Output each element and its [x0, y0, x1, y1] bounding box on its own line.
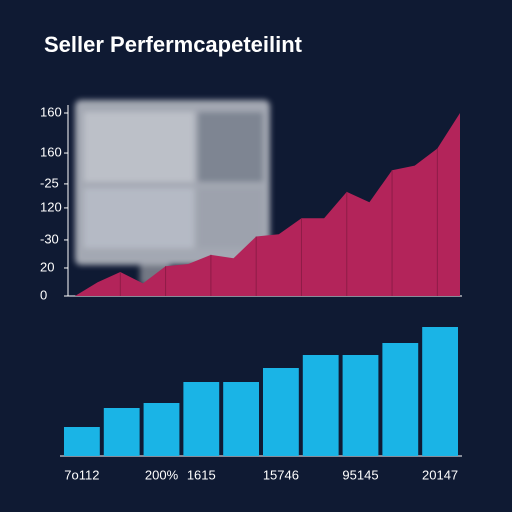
- y-tick-label: -30: [40, 231, 59, 246]
- area: [75, 113, 460, 296]
- x-tick-label: 7o112: [64, 467, 99, 482]
- bar: [223, 382, 260, 456]
- y-tick-label: 120: [40, 199, 62, 214]
- bar: [302, 355, 339, 456]
- bar: [103, 408, 140, 456]
- bar: [382, 343, 419, 456]
- x-tick-label: 200%: [145, 467, 179, 482]
- x-tick-label: 20147: [422, 467, 458, 482]
- bar: [262, 368, 299, 456]
- bar: [183, 382, 220, 456]
- y-tick-label: 160: [40, 104, 62, 119]
- x-tick-label: 95145: [342, 467, 378, 482]
- bar: [342, 355, 379, 456]
- x-tick-label: 15746: [263, 467, 299, 482]
- bar: [143, 403, 180, 456]
- y-tick-label: 0: [40, 287, 47, 302]
- monitor: [75, 100, 270, 285]
- chart-title: Seller Perfermcapeteilint: [44, 32, 303, 57]
- y-tick-label: 20: [40, 259, 54, 274]
- y-tick-label: -25: [40, 175, 59, 190]
- y-tick-label: 160: [40, 144, 62, 159]
- x-tick-label: 1615: [187, 467, 216, 482]
- bar: [63, 427, 100, 456]
- bar: [422, 327, 459, 456]
